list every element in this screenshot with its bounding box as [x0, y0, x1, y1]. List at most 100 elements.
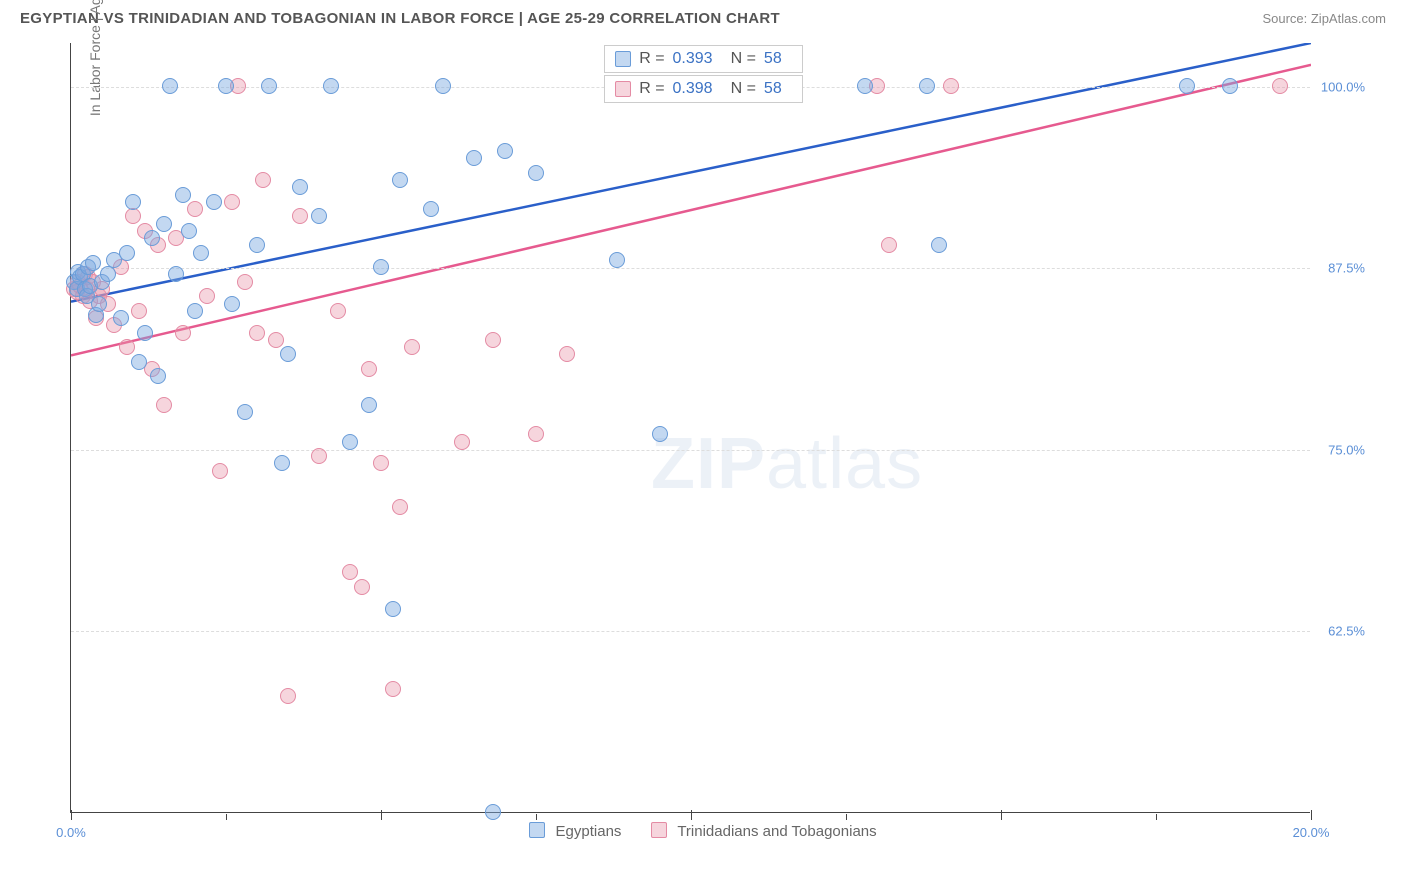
- plot-area: ZIPatlas 62.5%75.0%87.5%100.0%0.0%20.0%R…: [70, 43, 1310, 813]
- scatter-point: [392, 499, 408, 515]
- swatch-icon: [615, 81, 631, 97]
- y-tick-label: 62.5%: [1328, 624, 1365, 639]
- stat-r-value: 0.393: [673, 50, 713, 68]
- stat-r-label: R =: [639, 50, 664, 68]
- stat-r-value: 0.398: [673, 80, 713, 98]
- legend-label: Trinidadians and Tobagonians: [677, 823, 876, 840]
- x-tick: [1156, 814, 1157, 820]
- scatter-point: [218, 78, 234, 94]
- trend-lines-svg: [71, 43, 1311, 813]
- scatter-point: [125, 208, 141, 224]
- stat-n-value: 58: [764, 50, 782, 68]
- x-tick: [381, 810, 382, 820]
- scatter-point: [1272, 78, 1288, 94]
- scatter-point: [85, 255, 101, 271]
- scatter-point: [268, 332, 284, 348]
- scatter-point: [385, 601, 401, 617]
- scatter-point: [931, 237, 947, 253]
- scatter-point: [1179, 78, 1195, 94]
- scatter-point: [237, 274, 253, 290]
- scatter-point: [323, 78, 339, 94]
- stat-n-label: N =: [731, 50, 756, 68]
- scatter-point: [354, 579, 370, 595]
- trend-line: [71, 65, 1311, 356]
- scatter-point: [150, 368, 166, 384]
- scatter-point: [206, 194, 222, 210]
- scatter-point: [181, 223, 197, 239]
- scatter-point: [311, 208, 327, 224]
- scatter-point: [361, 361, 377, 377]
- scatter-point: [280, 346, 296, 362]
- x-tick: [691, 810, 692, 820]
- scatter-point: [559, 346, 575, 362]
- scatter-point: [175, 325, 191, 341]
- y-tick-label: 87.5%: [1328, 261, 1365, 276]
- scatter-point: [609, 252, 625, 268]
- swatch-icon: [615, 51, 631, 67]
- y-tick-label: 75.0%: [1328, 442, 1365, 457]
- stat-n-label: N =: [731, 80, 756, 98]
- scatter-point: [361, 397, 377, 413]
- gridline: [71, 450, 1310, 451]
- scatter-point: [404, 339, 420, 355]
- scatter-point: [187, 303, 203, 319]
- x-tick: [226, 814, 227, 820]
- scatter-point: [144, 230, 160, 246]
- x-tick: [1311, 810, 1312, 820]
- gridline: [71, 268, 1310, 269]
- gridline: [71, 631, 1310, 632]
- scatter-point: [255, 172, 271, 188]
- scatter-point: [497, 143, 513, 159]
- scatter-point: [168, 266, 184, 282]
- scatter-point: [342, 564, 358, 580]
- scatter-point: [292, 179, 308, 195]
- scatter-point: [199, 288, 215, 304]
- stat-n-value: 58: [764, 80, 782, 98]
- scatter-point: [119, 245, 135, 261]
- scatter-point: [261, 78, 277, 94]
- scatter-point: [392, 172, 408, 188]
- legend-item-egyptians: Egyptians: [529, 822, 621, 840]
- scatter-point: [249, 325, 265, 341]
- bottom-legend: Egyptians Trinidadians and Tobagonians: [0, 822, 1406, 840]
- x-tick: [536, 814, 537, 820]
- scatter-point: [311, 448, 327, 464]
- watermark: ZIPatlas: [651, 423, 923, 505]
- scatter-point: [91, 296, 107, 312]
- scatter-point: [100, 266, 116, 282]
- scatter-point: [125, 194, 141, 210]
- scatter-point: [187, 201, 203, 217]
- scatter-point: [919, 78, 935, 94]
- x-tick: [1001, 810, 1002, 820]
- scatter-point: [485, 804, 501, 820]
- scatter-point: [237, 404, 253, 420]
- stat-box: R = 0.398 N = 58: [604, 75, 803, 103]
- source-label: Source: ZipAtlas.com: [1262, 11, 1386, 26]
- chart-title: EGYPTIAN VS TRINIDADIAN AND TOBAGONIAN I…: [20, 10, 780, 27]
- x-tick: [846, 814, 847, 820]
- scatter-point: [342, 434, 358, 450]
- scatter-point: [292, 208, 308, 224]
- scatter-point: [373, 259, 389, 275]
- swatch-icon: [529, 822, 545, 838]
- legend-label: Egyptians: [556, 823, 622, 840]
- scatter-point: [423, 201, 439, 217]
- scatter-point: [113, 310, 129, 326]
- stat-r-label: R =: [639, 80, 664, 98]
- scatter-point: [175, 187, 191, 203]
- scatter-point: [131, 303, 147, 319]
- legend-item-trinidadians: Trinidadians and Tobagonians: [651, 822, 876, 840]
- scatter-point: [857, 78, 873, 94]
- scatter-point: [330, 303, 346, 319]
- scatter-point: [193, 245, 209, 261]
- scatter-point: [652, 426, 668, 442]
- scatter-point: [881, 237, 897, 253]
- scatter-point: [1222, 78, 1238, 94]
- watermark-bold: ZIP: [651, 424, 766, 504]
- watermark-light: atlas: [766, 424, 923, 504]
- scatter-point: [131, 354, 147, 370]
- scatter-point: [119, 339, 135, 355]
- scatter-point: [280, 688, 296, 704]
- scatter-point: [274, 455, 290, 471]
- swatch-icon: [651, 822, 667, 838]
